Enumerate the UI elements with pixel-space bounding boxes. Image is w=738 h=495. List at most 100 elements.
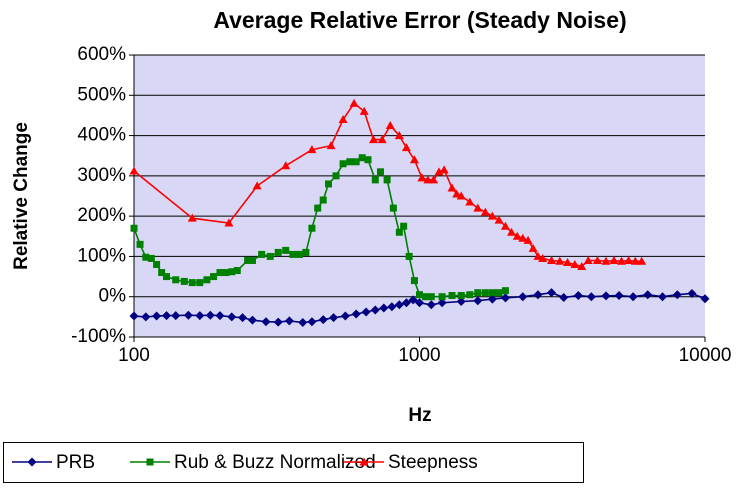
marker: [361, 307, 371, 317]
plot-area: [134, 55, 705, 337]
marker: [410, 277, 418, 285]
marker: [480, 207, 490, 216]
marker: [700, 294, 710, 304]
marker: [401, 298, 411, 308]
marker: [203, 276, 211, 284]
marker: [332, 172, 340, 180]
marker: [466, 291, 474, 299]
marker: [329, 313, 339, 323]
y-axis-label: Relative Change: [11, 122, 32, 270]
marker: [658, 292, 668, 302]
marker: [339, 160, 347, 168]
marker: [338, 114, 348, 123]
marker: [171, 311, 181, 321]
marker: [351, 309, 361, 319]
chart-title: Average Relative Error (Steady Noise): [213, 7, 626, 33]
marker: [129, 311, 139, 321]
y-tick-label: 300%: [77, 165, 126, 186]
marker: [609, 255, 619, 264]
marker: [180, 277, 188, 285]
marker: [577, 262, 587, 270]
marker: [518, 233, 528, 242]
marker: [377, 135, 387, 144]
marker: [601, 291, 611, 301]
marker: [547, 255, 557, 264]
marker: [162, 311, 172, 321]
marker: [27, 457, 37, 467]
marker: [586, 292, 596, 302]
marker: [387, 302, 397, 312]
marker: [284, 316, 294, 326]
marker: [142, 253, 150, 261]
legend-label: Rub & Buzz Normalized: [174, 452, 376, 473]
marker: [158, 269, 166, 277]
legend-label: PRB: [56, 452, 95, 473]
marker: [456, 297, 466, 307]
marker: [456, 191, 466, 200]
marker: [592, 255, 602, 264]
marker: [528, 243, 538, 252]
x-tick-label: 1000: [398, 345, 440, 366]
marker: [383, 176, 391, 184]
marker: [563, 257, 573, 266]
marker: [346, 158, 354, 166]
marker: [129, 166, 139, 175]
marker: [637, 256, 647, 265]
marker: [296, 250, 304, 258]
marker: [147, 254, 155, 262]
marker: [244, 256, 252, 264]
marker: [172, 276, 180, 284]
marker: [205, 310, 215, 320]
marker: [555, 256, 565, 265]
marker: [400, 222, 408, 230]
marker: [394, 300, 404, 310]
marker: [183, 310, 193, 320]
marker: [559, 293, 569, 303]
marker: [258, 250, 266, 258]
marker: [215, 311, 225, 321]
marker: [188, 279, 196, 287]
series: [130, 154, 509, 301]
marker: [389, 204, 397, 212]
marker: [495, 289, 503, 297]
marker: [438, 293, 446, 301]
marker: [195, 311, 205, 321]
y-tick-label: 400%: [77, 125, 126, 146]
marker: [358, 154, 366, 162]
marker: [233, 267, 241, 275]
marker: [247, 315, 257, 325]
marker: [487, 211, 497, 220]
marker: [302, 248, 310, 256]
marker: [368, 135, 378, 144]
marker: [538, 253, 548, 262]
marker: [523, 235, 533, 244]
legend-box: [3, 442, 584, 483]
marker: [448, 292, 456, 300]
marker: [370, 305, 380, 315]
marker: [408, 295, 418, 305]
marker: [228, 268, 236, 276]
y-tick-label: 0%: [99, 286, 127, 307]
marker: [314, 204, 322, 212]
marker: [617, 256, 627, 265]
marker: [426, 300, 436, 310]
marker: [394, 131, 404, 140]
marker: [281, 161, 291, 170]
series: [129, 98, 647, 270]
y-tick-label: 500%: [77, 84, 126, 105]
marker: [643, 290, 653, 300]
marker: [547, 288, 557, 298]
x-tick-label: 100: [118, 345, 150, 366]
marker: [624, 255, 634, 264]
marker: [196, 279, 204, 287]
marker: [308, 224, 316, 232]
marker: [573, 291, 583, 301]
y-tick-label: 600%: [77, 44, 126, 65]
marker: [512, 231, 522, 240]
marker: [457, 292, 465, 300]
marker: [289, 250, 297, 258]
marker: [371, 176, 379, 184]
marker: [533, 251, 543, 260]
y-tick-label: 100%: [77, 245, 126, 266]
marker: [473, 296, 483, 306]
